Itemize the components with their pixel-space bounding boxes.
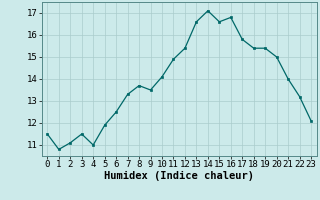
X-axis label: Humidex (Indice chaleur): Humidex (Indice chaleur) (104, 171, 254, 181)
